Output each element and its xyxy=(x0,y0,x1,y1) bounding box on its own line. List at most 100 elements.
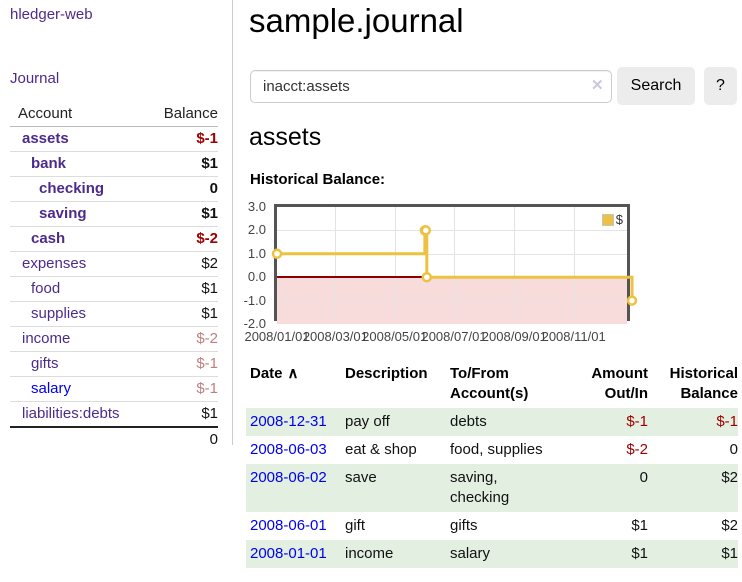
transaction-row: 2008-12-31 pay off debts $-1 $-1 xyxy=(246,408,738,436)
chart-y-axis: 3.0 2.0 1.0 0.0 -1.0 -2.0 xyxy=(234,199,266,331)
search-input[interactable] xyxy=(250,70,612,103)
account-row: checking 0 xyxy=(10,176,218,202)
account-link-food[interactable]: food xyxy=(31,280,61,297)
account-column-header: Account xyxy=(10,102,148,127)
account-link-checking[interactable]: checking xyxy=(39,180,105,197)
transaction-row: 2008-06-03 eat & shop food, supplies $-2… xyxy=(246,436,738,464)
account-link-salary[interactable]: salary xyxy=(31,380,72,397)
transaction-description: gift xyxy=(345,517,366,534)
account-link-income[interactable]: income xyxy=(22,330,71,347)
account-balance: $-1 xyxy=(148,376,218,402)
transaction-description: eat & shop xyxy=(345,441,417,458)
account-link-expenses[interactable]: expenses xyxy=(22,255,87,272)
balance-column-header-register: Historical Balance xyxy=(669,365,738,402)
accounts-column-header: To/From Account(s) xyxy=(450,365,529,402)
transaction-description: save xyxy=(345,464,450,512)
transaction-description: pay off xyxy=(345,408,450,436)
transaction-accounts: gifts xyxy=(450,517,478,534)
account-balance: $1 xyxy=(148,151,218,177)
transaction-description: income xyxy=(345,540,450,568)
series-legend-label: $ xyxy=(615,212,623,227)
account-balance: $-2 xyxy=(148,326,218,352)
account-link-supplies[interactable]: supplies xyxy=(31,305,87,322)
transaction-balance: 0 xyxy=(729,441,738,458)
vgrid xyxy=(335,207,337,318)
transaction-balance: $1 xyxy=(648,540,738,568)
x-tick-label: 2008/01/01 xyxy=(244,329,310,344)
transaction-date-link[interactable]: 2008-01-01 xyxy=(250,545,327,562)
hgrid xyxy=(277,300,627,302)
y-tick-label: -1.0 xyxy=(243,292,266,308)
clear-search-icon[interactable]: ✕ xyxy=(591,77,604,94)
y-tick-label: 2.0 xyxy=(247,222,266,238)
account-row: expenses $2 xyxy=(10,251,218,277)
account-heading: assets xyxy=(249,123,322,151)
sort-ascending-icon: ∧ xyxy=(287,365,299,382)
account-row: supplies $1 xyxy=(10,301,218,327)
transaction-date-link[interactable]: 2008-06-01 xyxy=(250,517,327,534)
transaction-date-link[interactable]: 2008-06-03 xyxy=(250,441,327,458)
account-balance: $1 xyxy=(148,401,218,428)
account-link-cash[interactable]: cash xyxy=(31,230,66,247)
description-column-header: Description xyxy=(345,365,428,382)
balance-chart-series xyxy=(271,225,638,306)
account-total-row: 0 xyxy=(10,426,218,452)
transaction-amount: $1 xyxy=(572,540,648,568)
account-link-assets[interactable]: assets xyxy=(22,130,69,147)
account-row: gifts $-1 xyxy=(10,351,218,377)
transaction-balance: $-1 xyxy=(648,408,738,436)
brand-link[interactable]: hledger-web xyxy=(10,6,93,23)
date-column-sort-header[interactable]: Date ∧ xyxy=(250,365,299,382)
page-title: sample.journal xyxy=(249,2,464,39)
transaction-balance: $2 xyxy=(648,464,738,512)
account-link-gifts[interactable]: gifts xyxy=(31,355,59,372)
data-point-marker xyxy=(271,248,283,260)
account-tree-table: Account Balance assets $-1 bank $1 checkin… xyxy=(10,102,218,452)
series-color-swatch xyxy=(601,213,614,226)
neg-fill xyxy=(277,277,627,324)
x-tick-label: 2008/07/01 xyxy=(421,329,487,344)
y-tick-label: -2.0 xyxy=(243,316,266,331)
account-row: saving $1 xyxy=(10,201,218,227)
vgrid xyxy=(454,207,456,318)
transaction-date-link[interactable]: 2008-06-02 xyxy=(250,469,327,486)
transaction-date-link[interactable]: 2008-12-31 xyxy=(250,413,327,430)
account-row: cash $-2 xyxy=(10,226,218,252)
account-tree-header-row: Account Balance xyxy=(10,102,218,127)
transaction-amount: $-1 xyxy=(572,408,648,436)
chart-legend: $ xyxy=(601,212,623,227)
account-link-saving[interactable]: saving xyxy=(39,205,87,222)
account-balance: $-2 xyxy=(148,226,218,252)
vgrid xyxy=(394,207,396,318)
x-tick-label: 2008/09/01 xyxy=(481,329,547,344)
account-row: bank $1 xyxy=(10,151,218,177)
x-tick-label: 2008/11/01 xyxy=(541,329,606,344)
search-button[interactable]: Search xyxy=(617,67,695,105)
transaction-accounts: debts xyxy=(450,408,572,436)
transaction-accounts: saving, checking xyxy=(450,464,572,512)
register-table: Date ∧ Description To/From Account(s) Amo… xyxy=(246,360,738,568)
data-point-marker xyxy=(421,271,433,283)
help-button[interactable]: ? xyxy=(704,67,737,105)
register-header-row: Date ∧ Description To/From Account(s) Amo… xyxy=(246,360,738,408)
transaction-row: 2008-01-01 income salary $1 $1 xyxy=(246,540,738,568)
balance-column-header: Balance xyxy=(148,102,218,127)
account-link-liabilities-debts[interactable]: liabilities:debts xyxy=(22,405,120,422)
sidebar-item-journal[interactable]: Journal xyxy=(10,70,60,87)
account-balance: 0 xyxy=(148,176,218,202)
transaction-amount: 0 xyxy=(572,464,648,512)
account-row: liabilities:debts $1 xyxy=(10,401,218,428)
data-point-marker xyxy=(626,295,638,306)
account-link-bank[interactable]: bank xyxy=(31,155,67,172)
data-point-marker xyxy=(420,225,432,236)
account-row: salary $-1 xyxy=(10,376,218,402)
account-balance: $1 xyxy=(148,301,218,327)
transaction-row: 2008-06-02 save saving, checking 0 $2 xyxy=(246,464,738,512)
y-tick-label: 1.0 xyxy=(247,245,266,261)
x-tick-label: 2008/05/01 xyxy=(362,329,428,344)
hgrid xyxy=(277,253,627,255)
vgrid xyxy=(514,207,516,318)
account-row: assets $-1 xyxy=(10,126,218,152)
account-balance: $1 xyxy=(148,276,218,302)
chart-heading: Historical Balance: xyxy=(250,171,386,188)
